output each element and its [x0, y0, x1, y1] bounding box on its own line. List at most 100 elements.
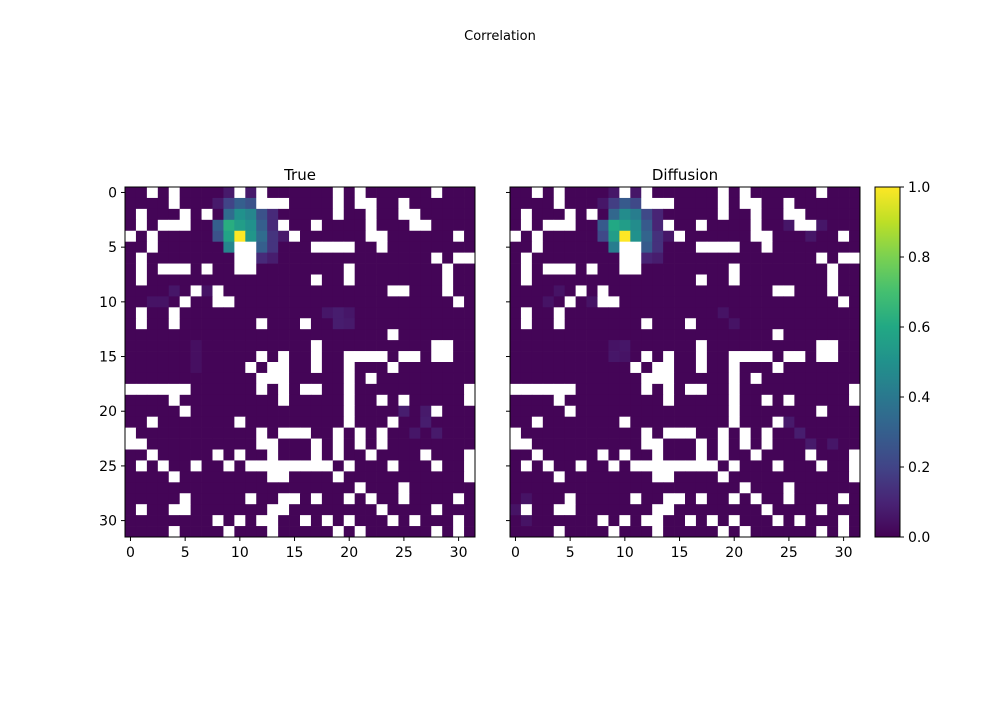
heatmap-cell: [652, 187, 664, 199]
heatmap-cell: [387, 449, 399, 461]
heatmap-cell: [827, 493, 839, 505]
heatmap-cell: [586, 460, 598, 472]
heatmap-cell: [728, 296, 741, 308]
heatmap-cell: [827, 351, 839, 363]
heatmap-cell: [739, 230, 751, 243]
heatmap-cell: [794, 230, 806, 243]
heatmap-cell: [245, 241, 257, 253]
heatmap-cell: [398, 285, 410, 297]
heatmap-cell: [190, 197, 202, 210]
heatmap-cell: [321, 252, 334, 264]
heatmap-cell: [387, 274, 399, 286]
heatmap-cell: [652, 427, 664, 439]
heatmap-cell: [663, 208, 675, 221]
heatmap-cell: [125, 285, 137, 297]
heatmap-cell: [783, 263, 795, 275]
colorbar-tick-label: 1.0: [908, 180, 930, 196]
heatmap-cell: [453, 504, 465, 516]
heatmap-cell: [409, 460, 421, 472]
heatmap-cell: [135, 427, 148, 439]
heatmap-cell: [575, 296, 587, 308]
heatmap-cell: [695, 230, 708, 243]
heatmap-cell: [542, 482, 555, 494]
heatmap-cell: [663, 274, 675, 286]
heatmap-cell: [619, 329, 631, 341]
heatmap-cell: [267, 416, 279, 428]
heatmap-cell: [387, 460, 399, 472]
heatmap-cell: [531, 274, 544, 286]
heatmap-cell: [245, 383, 257, 396]
heatmap-cell: [597, 438, 609, 450]
heatmap-cell: [409, 208, 421, 221]
heatmap-cell: [300, 197, 312, 210]
heatmap-cell: [354, 208, 366, 221]
heatmap-cell: [630, 394, 642, 407]
heatmap-cell: [783, 340, 795, 352]
heatmap-cell: [739, 372, 751, 385]
heatmap-cell: [510, 219, 522, 232]
heatmap-cell: [641, 482, 653, 494]
heatmap-cell: [772, 394, 784, 407]
heatmap-cell: [321, 230, 334, 243]
heatmap-cell: [387, 394, 399, 407]
heatmap-cell: [553, 307, 566, 319]
heatmap-cell: [146, 383, 159, 396]
heatmap-cell: [168, 394, 181, 407]
heatmap-cell: [706, 372, 719, 385]
heatmap-cell: [619, 340, 631, 352]
heatmap-cell: [223, 416, 235, 428]
heatmap-cell: [761, 274, 773, 286]
heatmap-cell: [717, 263, 730, 275]
heatmap-cell: [630, 493, 642, 505]
heatmap-cell: [761, 340, 773, 352]
heatmap-cell: [586, 329, 598, 341]
heatmap-cell: [431, 197, 443, 210]
heatmap-cell: [586, 230, 598, 243]
heatmap-cell: [695, 416, 708, 428]
heatmap-cell: [223, 405, 235, 418]
heatmap-cell: [168, 504, 181, 516]
heatmap-cell: [431, 263, 443, 275]
heatmap-cell: [234, 197, 246, 210]
heatmap-cell: [520, 241, 533, 253]
heatmap-cell: [256, 274, 268, 286]
heatmap-cell: [717, 219, 730, 232]
heatmap-cell: [783, 187, 795, 199]
heatmap-cell: [223, 296, 235, 308]
heatmap-cell: [706, 263, 719, 275]
heatmap-cell: [212, 187, 224, 199]
heatmap-cell: [510, 438, 522, 450]
heatmap-cell: [409, 274, 421, 286]
heatmap-cell: [597, 318, 609, 330]
heatmap-cell: [398, 318, 410, 330]
heatmap-cell: [212, 405, 224, 418]
heatmap-cell: [398, 230, 410, 243]
heatmap-cell: [146, 471, 159, 483]
heatmap-cell: [794, 252, 806, 264]
heatmap-cell: [343, 274, 356, 286]
heatmap-cell: [398, 372, 410, 385]
heatmap-cell: [816, 438, 828, 450]
heatmap-cell: [300, 438, 312, 450]
heatmap-cell: [321, 482, 334, 494]
heatmap-cell: [125, 416, 137, 428]
heatmap-cell: [827, 307, 839, 319]
heatmap-cell: [663, 362, 675, 374]
heatmap-cell: [354, 471, 366, 483]
heatmap-cell: [387, 318, 399, 330]
heatmap-cell: [652, 296, 664, 308]
heatmap-cell: [376, 263, 388, 275]
heatmap-cell: [728, 438, 741, 450]
heatmap-cell: [564, 197, 576, 210]
heatmap-cell: [685, 296, 697, 308]
heatmap-cell: [267, 372, 279, 385]
heatmap-cell: [442, 471, 454, 483]
heatmap-cell: [146, 219, 159, 232]
heatmap-cell: [190, 449, 202, 461]
heatmap-cell: [354, 383, 366, 396]
heatmap-cell: [376, 187, 388, 199]
heatmap-cell: [464, 460, 476, 472]
heatmap-cell: [849, 252, 861, 264]
heatmap-cell: [168, 449, 181, 461]
heatmap-cell: [168, 187, 181, 199]
